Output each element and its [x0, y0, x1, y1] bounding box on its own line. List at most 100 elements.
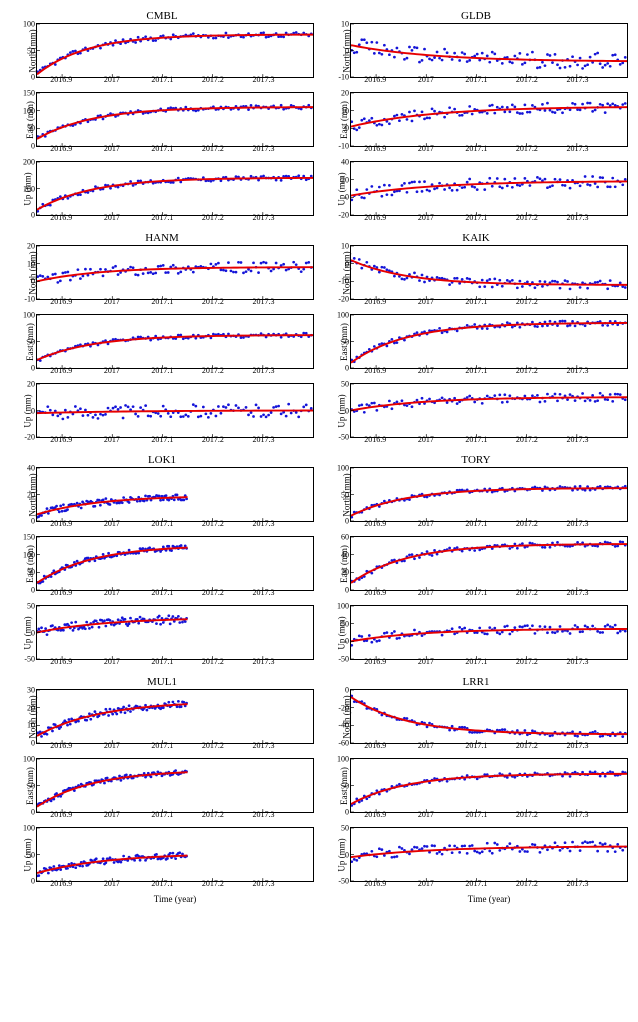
ylabel: Up (mm)	[23, 838, 33, 871]
xtick: 2017	[104, 810, 120, 819]
xtick: 2016.9	[50, 879, 72, 888]
ytick: -10	[329, 142, 349, 151]
xtick: 2017.2	[516, 144, 538, 153]
ytick: 0	[329, 686, 349, 695]
xtick: 2017.1	[151, 144, 173, 153]
chart-svg	[37, 315, 313, 368]
ytick: 100	[329, 602, 349, 611]
xtick: 2017.3	[252, 879, 274, 888]
ytick: 0	[15, 517, 35, 526]
chart-svg	[37, 759, 313, 812]
ytick: 0	[329, 586, 349, 595]
ytick: 100	[329, 464, 349, 473]
xtick: 2016.9	[50, 810, 72, 819]
xtick: 2017.2	[202, 213, 224, 222]
xtick: 2016.9	[364, 519, 386, 528]
ytick: 0	[15, 877, 35, 886]
xtick: 2017.3	[252, 810, 274, 819]
xtick: 2017.1	[465, 810, 487, 819]
chart-svg	[351, 384, 627, 437]
chart-svg	[37, 537, 313, 590]
ytick: 100	[15, 755, 35, 764]
station-title: HANM	[10, 232, 314, 244]
xtick: 2017.3	[566, 297, 588, 306]
chart-svg	[351, 759, 627, 812]
ytick: -20	[329, 295, 349, 304]
ytick: 10	[329, 20, 349, 29]
xtick: 2017.3	[252, 588, 274, 597]
xtick: 2017.2	[202, 435, 224, 444]
xlabel: Time (year)	[36, 894, 314, 904]
xtick: 2017	[104, 366, 120, 375]
chart-svg	[351, 315, 627, 368]
panel-north: -60-40-200North (mm)	[350, 689, 628, 744]
xtick: 2017.1	[465, 297, 487, 306]
ytick: 60	[329, 533, 349, 542]
xtick: 2017	[418, 144, 434, 153]
xtick: 2017.3	[566, 879, 588, 888]
xtick: 2017.1	[465, 657, 487, 666]
ytick: 0	[15, 808, 35, 817]
xtick: 2016.9	[364, 810, 386, 819]
station-title: KAIK	[324, 232, 628, 244]
xtick: 2017	[418, 75, 434, 84]
ytick: 20	[329, 89, 349, 98]
xtick: 2016.9	[50, 297, 72, 306]
panel-east: -1001020East (mm)	[350, 92, 628, 147]
ytick: 0	[15, 364, 35, 373]
xtick: 2017.1	[151, 75, 173, 84]
xtick: 2017.1	[465, 435, 487, 444]
xtick: 2016.9	[50, 366, 72, 375]
xtick: 2017	[104, 75, 120, 84]
xtick: 2017.1	[465, 741, 487, 750]
chart-svg	[37, 246, 313, 299]
panel-north: -10010North (mm)	[350, 23, 628, 78]
chart-svg	[351, 690, 627, 743]
ytick: 20	[15, 242, 35, 251]
ytick: 0	[329, 808, 349, 817]
xtick: 2017.2	[516, 519, 538, 528]
xtick: 2016.9	[50, 144, 72, 153]
xtick: 2017.1	[151, 588, 173, 597]
xtick: 2017.3	[566, 213, 588, 222]
xtick: 2017	[418, 741, 434, 750]
station-kaik: KAIK-20-10010North (mm)2016.920172017.12…	[324, 232, 628, 452]
xtick: 2016.9	[364, 588, 386, 597]
xtick: 2017	[418, 297, 434, 306]
panel-north: 0102030North (mm)	[36, 689, 314, 744]
ylabel: Up (mm)	[337, 616, 347, 649]
xtick: 2017	[418, 657, 434, 666]
xtick: 2017.1	[151, 297, 173, 306]
panel-east: 050100East (mm)	[36, 314, 314, 369]
xtick: 2017	[104, 297, 120, 306]
xtick: 2016.9	[364, 741, 386, 750]
ytick: -20	[15, 433, 35, 442]
ytick: 20	[15, 380, 35, 389]
chart-svg	[37, 690, 313, 743]
ylabel: East (mm)	[25, 101, 35, 139]
xtick: 2017.1	[465, 366, 487, 375]
xtick: 2017	[418, 519, 434, 528]
station-mul1: MUL10102030North (mm)2016.920172017.1201…	[10, 676, 314, 904]
panel-up: -50050Up (mm)	[350, 827, 628, 882]
xtick: 2017.1	[465, 588, 487, 597]
panel-east: 050100150East (mm)	[36, 536, 314, 591]
ylabel: East (mm)	[25, 323, 35, 361]
ytick: -50	[15, 655, 35, 664]
xtick: 2017.1	[151, 435, 173, 444]
xtick: 2016.9	[364, 366, 386, 375]
panel-up: 0100200Up (mm)	[36, 161, 314, 216]
ylabel: Up (mm)	[337, 394, 347, 427]
xtick: 2017.2	[516, 366, 538, 375]
xtick: 2016.9	[364, 435, 386, 444]
xtick: 2017	[104, 588, 120, 597]
ytick: -50	[329, 433, 349, 442]
ytick: 30	[15, 686, 35, 695]
xtick: 2016.9	[50, 588, 72, 597]
xtick: 2016.9	[50, 519, 72, 528]
station-title: CMBL	[10, 10, 314, 22]
ylabel: Up (mm)	[23, 616, 33, 649]
xtick: 2016.9	[364, 879, 386, 888]
chart-svg	[351, 606, 627, 659]
xtick: 2016.9	[50, 741, 72, 750]
